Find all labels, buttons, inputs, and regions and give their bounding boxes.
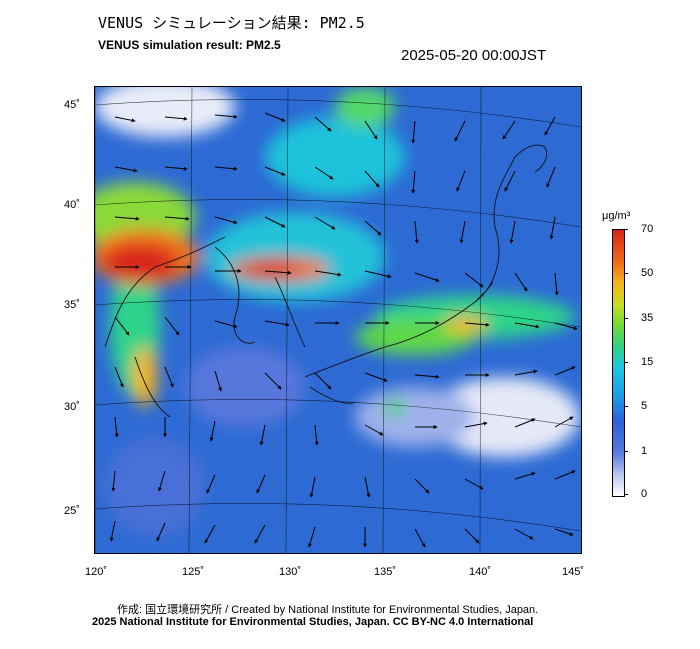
page-title-en: VENUS simulation result: PM2.5 [98,38,281,52]
colorbar-tick-label: 35 [641,312,654,324]
copyright-text: 2025 National Institute for Environmenta… [92,616,534,628]
colorbar-tickmark [624,406,628,407]
colorbar-tickmark [624,318,628,319]
timestamp: 2025-05-20 00:00JST [401,47,547,64]
colorbar-tick-label: 50 [641,267,654,279]
colorbar-unit: μg/m³ [602,210,631,222]
lat-label: 25˚ [64,505,80,517]
colorbar-tick-label: 15 [641,356,654,368]
colorbar-tickmark [624,273,628,274]
lon-label: 125˚ [182,566,205,578]
page-title-ja: VENUS シミュレーション結果: PM2.5 [98,14,365,32]
lat-label: 40˚ [64,199,80,211]
lon-label: 135˚ [374,566,397,578]
wind-vectors [109,112,578,548]
colorbar-tickmark [624,362,628,363]
lat-label: 45˚ [64,99,80,111]
colorbar-tick-label: 70 [641,223,654,235]
lon-label: 145˚ [562,566,585,578]
colorbar-tick-label: 1 [641,445,648,457]
lat-label: 35˚ [64,299,80,311]
lon-label: 120˚ [85,566,108,578]
lat-label: 30˚ [64,401,80,413]
colorbar-tickmark [624,229,628,230]
graticule [95,87,581,553]
lon-label: 130˚ [279,566,302,578]
colorbar-tickmark [624,494,628,495]
colorbar-tickmark [624,451,628,452]
colorbar [612,229,625,497]
credit-text: 作成: 国立環境研究所 / Created by National Instit… [117,604,539,616]
colorbar-tick-label: 5 [641,400,648,412]
map-canvas [95,87,581,553]
coastlines [104,144,548,418]
colorbar-tick-label: 0 [641,488,648,500]
pm25-map[interactable] [94,86,582,554]
lon-label: 140˚ [469,566,492,578]
